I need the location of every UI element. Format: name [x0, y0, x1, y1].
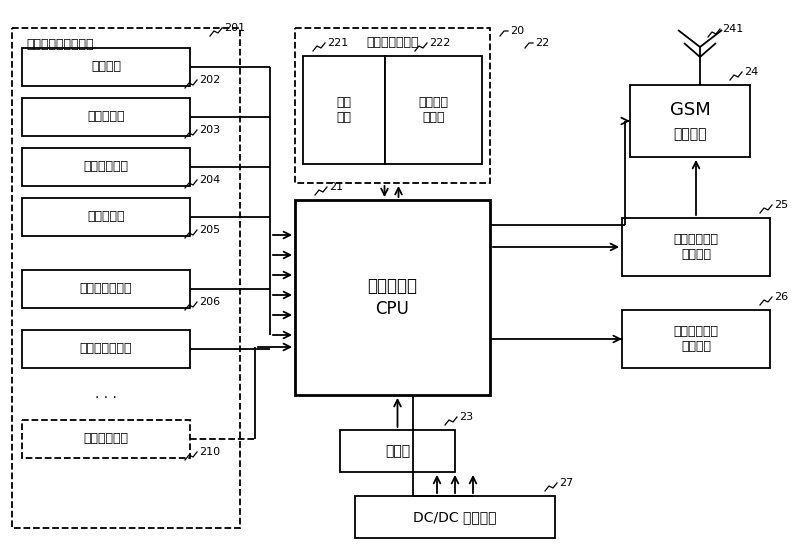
FancyBboxPatch shape	[295, 28, 490, 183]
FancyBboxPatch shape	[622, 218, 770, 276]
Text: GSM: GSM	[670, 101, 710, 119]
Text: 26: 26	[774, 292, 788, 302]
Text: 202: 202	[199, 75, 220, 85]
Text: 203: 203	[199, 125, 220, 135]
Text: 24: 24	[744, 67, 758, 77]
FancyBboxPatch shape	[22, 330, 190, 368]
FancyBboxPatch shape	[385, 56, 482, 164]
Text: 22: 22	[535, 38, 550, 48]
Text: 声光告警设备
输入接口: 声光告警设备 输入接口	[674, 325, 718, 353]
Text: 基站监控器面板: 基站监控器面板	[366, 36, 418, 48]
Text: 存储器: 存储器	[385, 444, 410, 458]
Text: 智能电源设备: 智能电源设备	[83, 433, 129, 445]
Text: 烟雾探头: 烟雾探头	[91, 61, 121, 73]
FancyBboxPatch shape	[22, 420, 190, 458]
FancyBboxPatch shape	[630, 85, 750, 157]
Text: 温、湿度探头: 温、湿度探头	[83, 161, 129, 173]
Text: 201: 201	[224, 23, 245, 33]
Text: 基站监控设备传感源: 基站监控设备传感源	[26, 37, 94, 51]
Text: DC/DC 转换电源: DC/DC 转换电源	[414, 510, 497, 524]
Text: 204: 204	[199, 175, 220, 185]
Text: 222: 222	[429, 38, 450, 48]
Text: 25: 25	[774, 200, 788, 210]
FancyBboxPatch shape	[622, 310, 770, 368]
FancyBboxPatch shape	[12, 28, 240, 528]
Text: 241: 241	[722, 24, 743, 34]
FancyBboxPatch shape	[22, 48, 190, 86]
Text: 通信模块: 通信模块	[674, 127, 706, 141]
Text: 210: 210	[199, 447, 220, 457]
FancyBboxPatch shape	[22, 198, 190, 236]
Text: 中央处理器: 中央处理器	[367, 276, 418, 295]
Text: 汉字液晶
显示屏: 汉字液晶 显示屏	[418, 96, 449, 124]
Text: 206: 206	[199, 297, 220, 307]
Text: 电池电压变送器: 电池电压变送器	[80, 282, 132, 295]
Text: 21: 21	[329, 182, 343, 192]
FancyBboxPatch shape	[340, 430, 455, 472]
Text: 27: 27	[559, 478, 574, 488]
Text: 远程遥控设备
输入接口: 远程遥控设备 输入接口	[674, 233, 718, 261]
Text: 23: 23	[459, 412, 473, 422]
Text: CPU: CPU	[375, 300, 410, 319]
FancyBboxPatch shape	[22, 98, 190, 136]
Text: 门窗和红外: 门窗和红外	[87, 211, 125, 224]
FancyBboxPatch shape	[22, 148, 190, 186]
Text: 20: 20	[510, 26, 524, 36]
Text: . . .: . . .	[95, 387, 117, 401]
FancyBboxPatch shape	[303, 56, 385, 164]
FancyBboxPatch shape	[22, 270, 190, 308]
Text: 交流电压变送器: 交流电压变送器	[80, 342, 132, 355]
Text: 205: 205	[199, 225, 220, 235]
FancyBboxPatch shape	[355, 496, 555, 538]
Text: 外设防盗器: 外设防盗器	[87, 111, 125, 123]
Text: 操作
键盘: 操作 键盘	[337, 96, 351, 124]
FancyBboxPatch shape	[295, 200, 490, 395]
Text: 221: 221	[327, 38, 348, 48]
